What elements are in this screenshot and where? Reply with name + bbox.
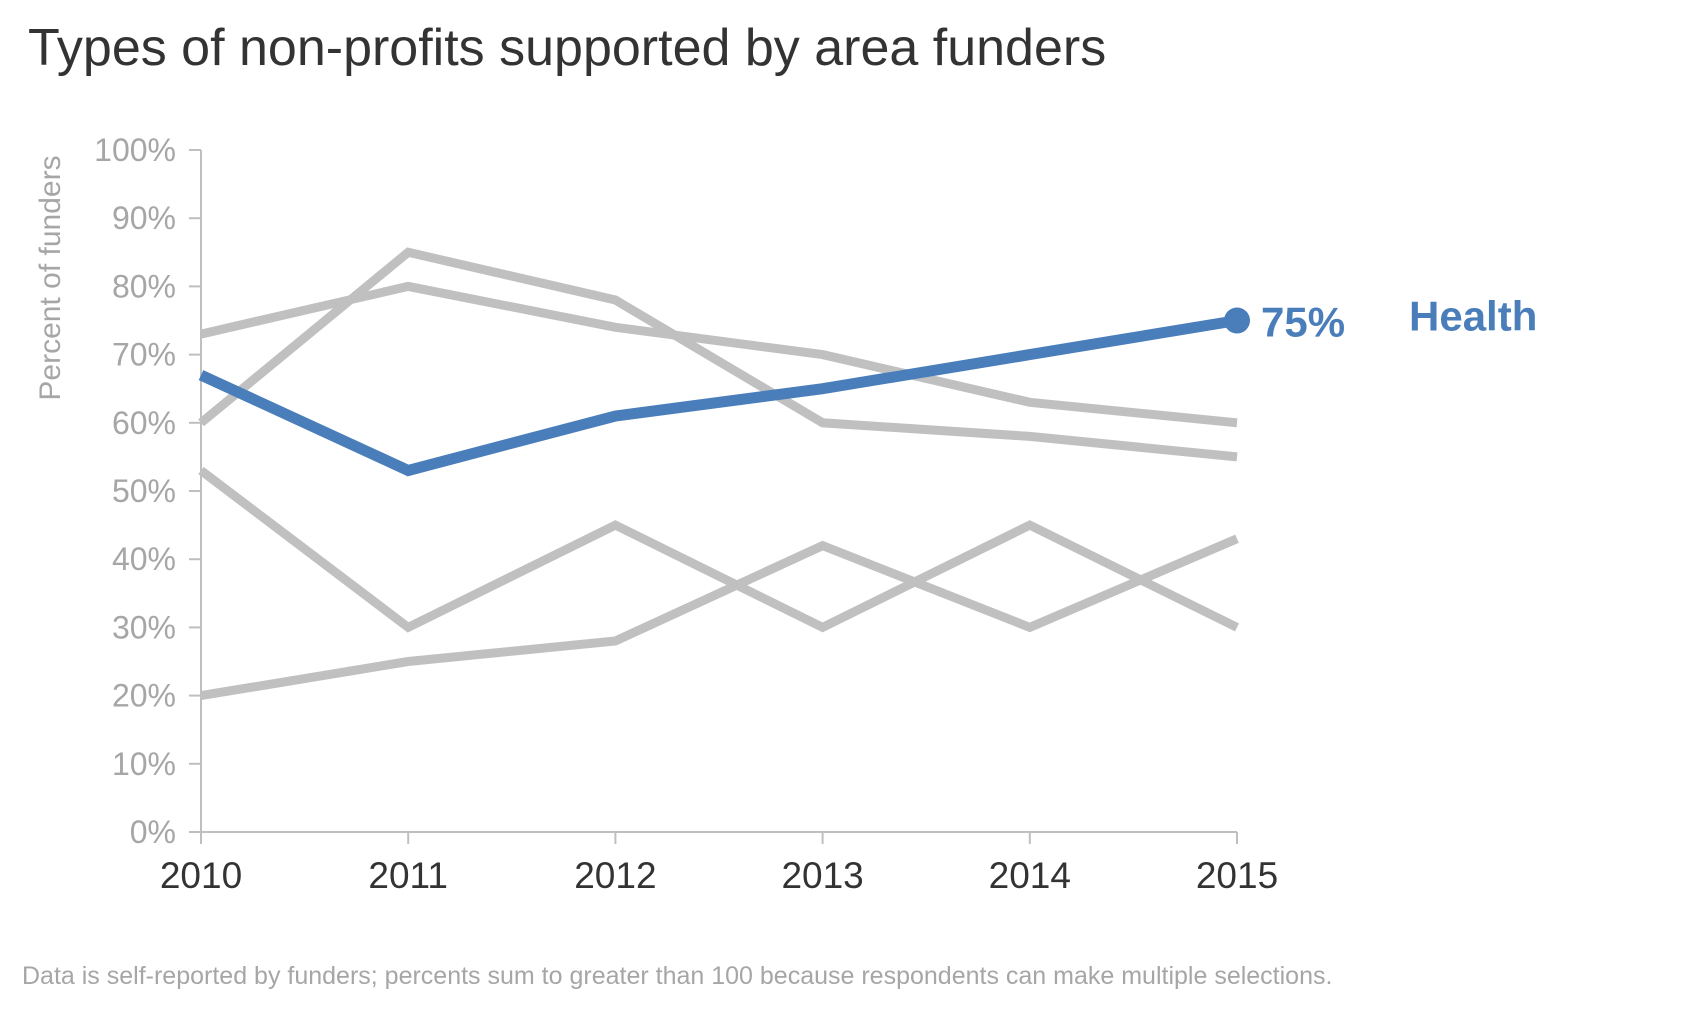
footnote: Data is self-reported by funders; percen…: [22, 962, 1333, 990]
series-line-muted-3: [198, 466, 1239, 633]
series-line-muted-4: [200, 534, 1239, 701]
x-tick-label: 2013: [781, 855, 863, 896]
series-line-muted-1: [199, 281, 1238, 428]
y-tick-label: 0%: [130, 814, 176, 850]
x-tick-label: 2011: [368, 855, 448, 896]
x-tick-label: 2014: [989, 855, 1071, 896]
annotations: 75% Health: [1261, 293, 1537, 346]
health-end-point: [1224, 307, 1250, 334]
x-tick-label: 2010: [160, 855, 242, 896]
y-axis-title-group: Percent of funders: [34, 155, 67, 400]
axes: [189, 149, 1238, 844]
y-axis-title: Percent of funders: [34, 155, 67, 400]
health-value-label: 75%: [1261, 299, 1345, 346]
y-tick-label: 90%: [112, 200, 176, 236]
health-series-label: Health: [1409, 293, 1537, 340]
y-tick-labels: 0% 10% 20% 30% 40% 50% 60% 70% 80% 90% 100%: [94, 132, 176, 850]
y-tick-label: 40%: [112, 541, 176, 577]
y-tick-label: 80%: [112, 268, 176, 304]
y-tick-label: 30%: [112, 609, 176, 645]
y-tick-label: 70%: [112, 337, 176, 373]
y-tick-label: 20%: [112, 678, 176, 714]
series-line-health: [198, 315, 1238, 477]
x-tick-label: 2012: [574, 855, 656, 896]
x-tick-label: 2015: [1196, 855, 1278, 896]
y-tick-label: 50%: [112, 473, 176, 509]
series-line-muted-2: [198, 247, 1238, 462]
x-tick-labels: 2010 2011 2012 2013 2014 2015: [160, 855, 1278, 896]
y-tick-label: 100%: [94, 132, 176, 168]
chart-title: Types of non-profits supported by area f…: [28, 19, 1107, 77]
y-tick-label: 10%: [112, 746, 176, 782]
y-tick-label: 60%: [112, 405, 176, 441]
line-chart: Percent of funders 0% 10% 20% 30% 40% 50% 60% 7…: [34, 132, 1537, 896]
series-lines: [198, 247, 1250, 701]
